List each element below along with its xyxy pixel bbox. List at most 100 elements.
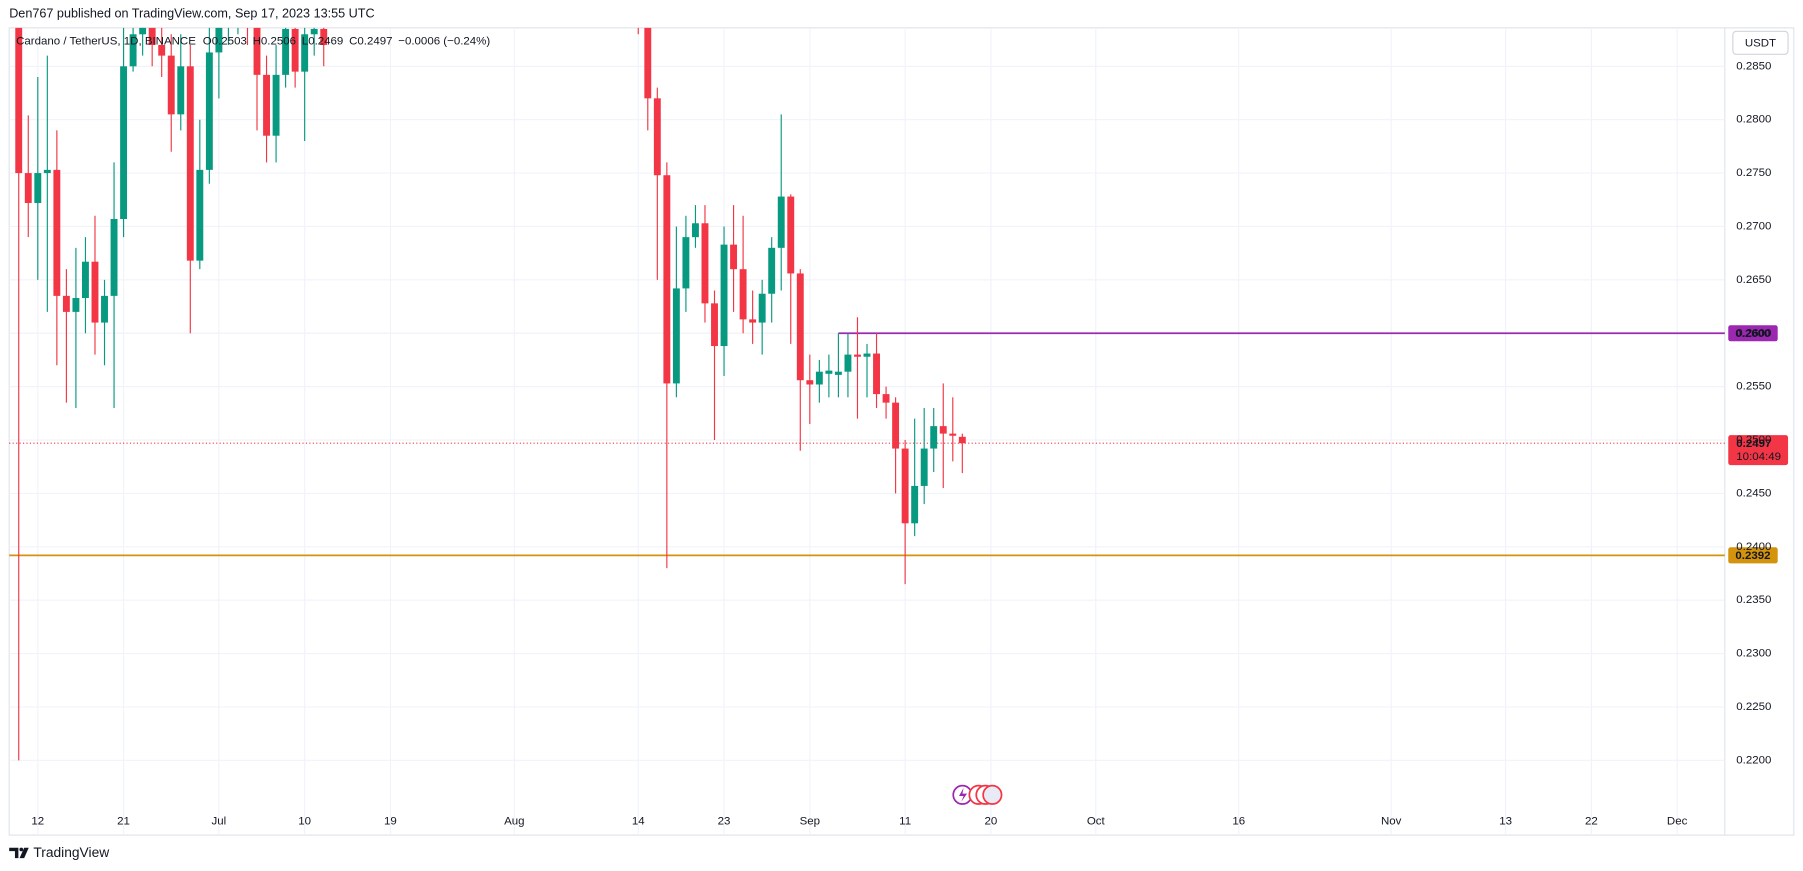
brand-logo	[9, 847, 29, 859]
x-tick-label: Oct	[1087, 815, 1106, 827]
x-tick-label: 21	[117, 815, 130, 827]
candle-body	[215, 27, 223, 53]
brand-name: TradingView	[33, 845, 109, 860]
candle-body	[930, 426, 938, 449]
x-tick-label: Dec	[1667, 815, 1688, 827]
candle-body	[272, 74, 280, 136]
y-tick-label: 0.2600	[1736, 327, 1771, 339]
x-tick-label: 12	[31, 815, 44, 827]
candle-body	[120, 66, 128, 219]
ohlc-label: C	[349, 36, 357, 48]
candle-body	[158, 44, 166, 56]
level-tag	[1728, 325, 1778, 342]
y-tick-label: 0.2550	[1736, 381, 1771, 393]
candle-body	[920, 448, 928, 486]
last-price-label: 0.2497	[1736, 438, 1771, 450]
y-tick-label: 0.2800	[1736, 114, 1771, 126]
x-tick-label: Jul	[212, 815, 227, 827]
candle-body	[15, 27, 23, 174]
candle-body	[901, 448, 909, 524]
chart-frame	[8, 27, 1795, 836]
candle-body	[34, 173, 42, 203]
candle-body	[672, 288, 680, 384]
candle-body	[949, 433, 957, 436]
candle-body	[310, 28, 318, 35]
ohlc-label: H	[253, 36, 261, 48]
x-tick-label: 22	[1585, 815, 1598, 827]
y-tick-label: 0.2450	[1736, 487, 1771, 499]
candle-body	[101, 295, 108, 323]
x-tick-label: 16	[1232, 815, 1245, 827]
candle-body	[911, 485, 919, 524]
x-tick-label: 13	[1499, 815, 1512, 827]
last-price-tag	[1728, 435, 1789, 466]
candle-body	[177, 66, 185, 115]
x-tick-label: 14	[632, 815, 645, 827]
candle-body	[320, 28, 328, 45]
candle-body	[53, 169, 61, 296]
candle-body	[148, 27, 156, 45]
candle-body	[939, 426, 947, 434]
grid	[9, 27, 1725, 836]
candle-body	[834, 371, 842, 375]
y-tick-label: 0.2750	[1736, 167, 1771, 179]
event-icons	[952, 784, 1003, 805]
candle-body	[129, 34, 137, 67]
candle-body	[796, 273, 804, 381]
candle-body	[758, 293, 766, 323]
currency-button[interactable]	[1732, 30, 1789, 55]
candle-body	[196, 169, 204, 261]
currency-label[interactable]: USDT	[1745, 37, 1776, 49]
candle-body	[91, 261, 99, 323]
y-tick-label: 0.2500	[1736, 434, 1771, 446]
candle-body	[691, 223, 699, 238]
candle-body	[882, 394, 890, 403]
candle-body	[749, 319, 757, 323]
ohlc-value: 0.2506	[261, 36, 296, 48]
ohlc-label: O	[203, 36, 212, 48]
candle-body	[62, 295, 70, 312]
candle-body	[43, 169, 51, 174]
ohlc-value: 0.2469	[308, 36, 343, 48]
x-tick-label: 10	[298, 815, 311, 827]
ohlc-value: 0.2497	[357, 36, 392, 48]
x-tick-label: Aug	[504, 815, 524, 827]
candle-body	[282, 28, 290, 75]
candle-body	[253, 27, 261, 75]
candle-body	[110, 218, 118, 296]
ohlc-value: 0.2503	[212, 36, 247, 48]
candle-body	[663, 175, 671, 384]
candle-body	[730, 244, 738, 270]
level-label: 0.2392	[1735, 550, 1770, 562]
countdown-label: 10:04:49	[1736, 451, 1781, 463]
candle-body	[72, 298, 80, 312]
level-label: 0.2600	[1735, 328, 1770, 340]
x-tick-label: Sep	[800, 815, 820, 827]
x-tick-label: Nov	[1381, 815, 1402, 827]
symbol-title: Cardano / TetherUS, 1D, BINANCE	[16, 36, 196, 48]
candle-body	[301, 34, 309, 72]
y-tick-label: 0.2650	[1736, 274, 1771, 286]
candle-body	[24, 173, 32, 203]
labels: O 0.2503 H 0.2506 L 0.2469 C 0.2497 −0.0006 (−0.…	[31, 36, 1771, 828]
candle-body	[825, 370, 833, 374]
y-tick-label: 0.2850	[1736, 60, 1771, 72]
y-tick-label: 0.2250	[1736, 701, 1771, 713]
candle-body	[844, 354, 852, 372]
ohlc-change: −0.0006 (−0.24%)	[398, 36, 490, 48]
candle-body	[863, 353, 871, 357]
y-tick-label: 0.2350	[1736, 594, 1771, 606]
candle-body	[768, 247, 776, 294]
candle-body	[205, 52, 213, 170]
candle-body	[777, 196, 785, 248]
candle-body	[167, 55, 175, 115]
candle-body	[139, 27, 147, 35]
y-tick-label: 0.2200	[1736, 754, 1771, 766]
candle-body	[720, 244, 728, 347]
candle-body	[263, 74, 270, 136]
y-tick-label: 0.2300	[1736, 648, 1771, 660]
x-tick-label: 19	[384, 815, 397, 827]
